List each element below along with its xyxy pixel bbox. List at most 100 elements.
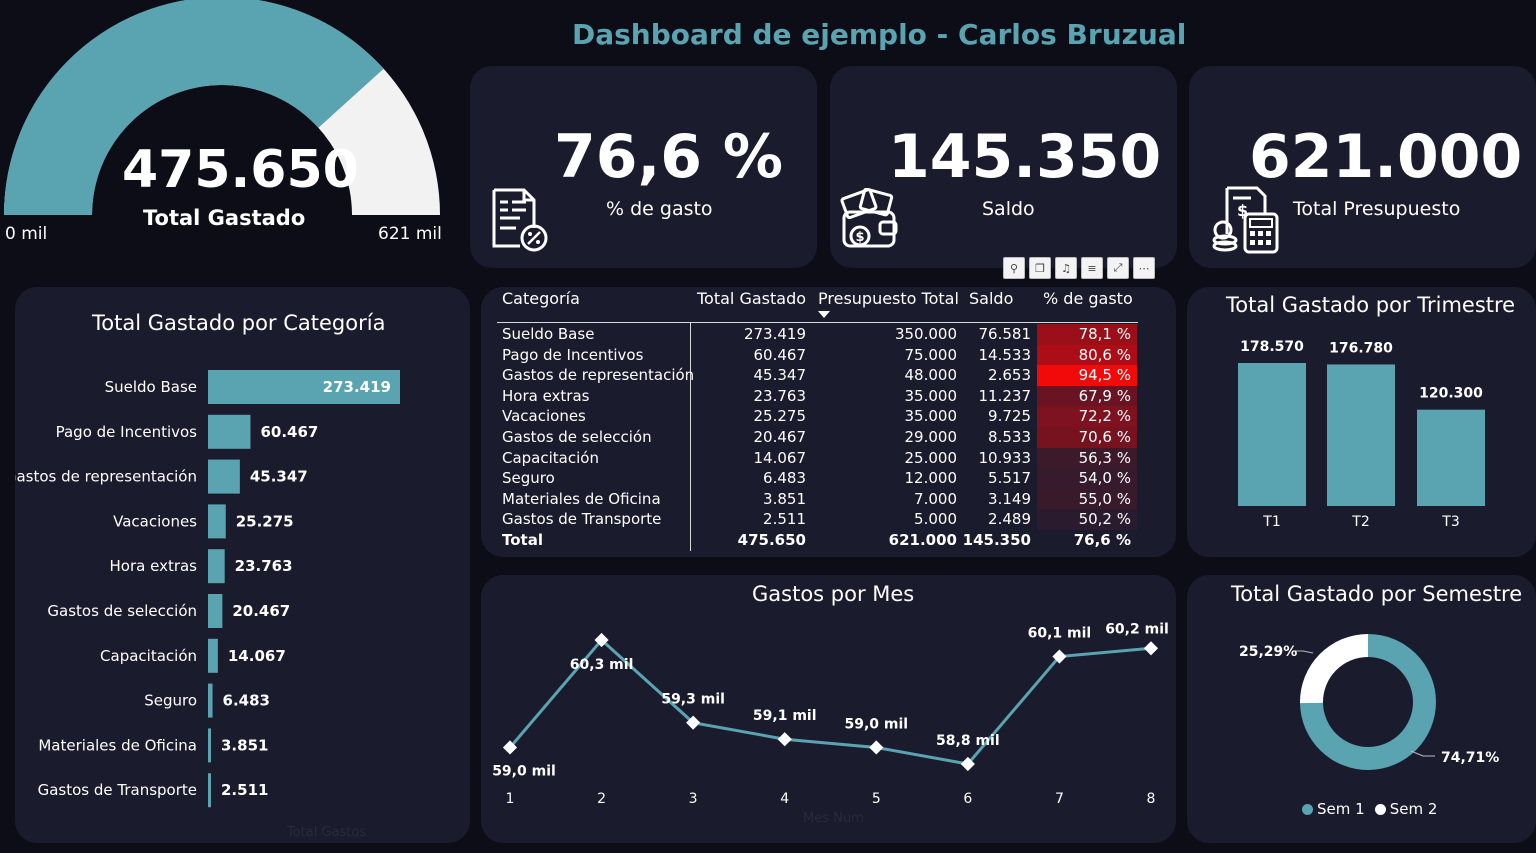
category-bar[interactable]: [208, 549, 225, 584]
month-point[interactable]: [960, 756, 975, 772]
table-row-gastado: 273.419: [743, 325, 806, 343]
quarter-bar-value: 178.570: [1240, 339, 1304, 355]
table-row-presupuesto: 29.000: [904, 428, 958, 446]
month-tick-label: 2: [597, 791, 606, 807]
table-row-presupuesto: 5.000: [914, 510, 957, 529]
quarter-bar[interactable]: [1238, 363, 1306, 506]
month-chart-card[interactable]: Gastos por Mes 59,0 mil 1 60,3 mil 2 59,3 mi…: [481, 575, 1176, 843]
month-chart-title: Gastos por Mes: [752, 582, 915, 606]
pct-heat-cell: [1037, 468, 1137, 489]
quarter-chart-card[interactable]: Total Gastado por Trimestre 178.570 T1 176…: [1187, 287, 1536, 557]
svg-text:$: $: [1237, 201, 1248, 220]
table-row-gastado: 60.467: [753, 345, 807, 364]
more-icon[interactable]: ⋯: [1133, 257, 1155, 279]
table-header-divider: [497, 322, 1138, 323]
copy-icon[interactable]: ❐: [1029, 257, 1051, 279]
category-chart-title: Total Gastado por Categoría: [92, 311, 386, 335]
quarter-bar-value: 176.780: [1329, 340, 1393, 356]
table-row-pct: 56,3 %: [1078, 448, 1131, 467]
quarter-chart-title: Total Gastado por Trimestre: [1226, 293, 1516, 317]
expand-icon[interactable]: ⤢: [1107, 257, 1129, 279]
month-tick-label: 3: [689, 791, 698, 807]
bell-icon[interactable]: ♫: [1055, 257, 1077, 279]
month-point[interactable]: [502, 740, 518, 755]
semester-chart-card[interactable]: Total Gastado por Semestre 74,71% 25,29% …: [1187, 575, 1536, 843]
pin-icon[interactable]: ⚲: [1003, 257, 1025, 279]
table-row-gastado: 6.483: [763, 469, 806, 488]
category-bar[interactable]: [208, 728, 211, 763]
table-row-pct: 55,0 %: [1078, 489, 1131, 508]
visual-toolbar: ⚲ ❐ ♫ ≡ ⤢ ⋯: [1003, 257, 1155, 281]
slice-leader-line: [1295, 650, 1314, 654]
kpi-saldo-value: 145.350: [888, 122, 1162, 192]
month-point[interactable]: [869, 740, 884, 755]
table-row-pct: 50,2 %: [1078, 510, 1131, 529]
category-bar[interactable]: [208, 638, 218, 673]
legend-swatch-sem1: [1302, 803, 1313, 815]
category-bar-value: 45.347: [250, 468, 308, 486]
category-bar-value: 25.275: [236, 512, 294, 530]
table-header-cell[interactable]: Total Gastado: [697, 289, 807, 308]
pct-heat-cell: [1037, 344, 1137, 366]
month-tick-label: 6: [963, 791, 972, 807]
table-total-row-presupuesto: 621.000: [888, 531, 957, 549]
quarter-bar[interactable]: [1327, 364, 1395, 506]
category-bar-value: 6.483: [223, 692, 270, 710]
quarter-bar-value: 120.300: [1419, 386, 1483, 402]
category-bar-label: Gastos de selección: [47, 602, 197, 620]
month-tick-label: 7: [1055, 791, 1064, 807]
table-header-cell[interactable]: Presupuesto Total: [818, 289, 959, 308]
month-point-label: 59,0 mil: [844, 716, 908, 732]
category-bar[interactable]: [208, 683, 213, 718]
category-chart-card[interactable]: Total Gastado por Categoría Sueldo Base 2…: [15, 287, 470, 843]
kpi-gasto-label: % de gasto: [606, 198, 713, 220]
sort-indicator-icon[interactable]: [818, 311, 830, 318]
month-point[interactable]: [1143, 641, 1159, 656]
legend-label-sem1[interactable]: Sem 1: [1317, 800, 1365, 818]
category-bar[interactable]: [208, 773, 211, 808]
category-bar[interactable]: [208, 459, 240, 494]
table-header-cell[interactable]: Categoría: [502, 289, 580, 308]
semester-slice-label: 74,71%: [1441, 750, 1499, 766]
table-row-saldo: 9.725: [988, 407, 1031, 426]
month-point[interactable]: [1052, 649, 1067, 664]
table-row-categoria: Seguro: [502, 469, 555, 488]
category-bar[interactable]: [208, 504, 226, 539]
category-bar-value: 273.419: [323, 378, 391, 396]
wallet-money-icon: $: [840, 188, 898, 248]
category-bar[interactable]: [208, 370, 400, 404]
category-bar[interactable]: [208, 594, 223, 628]
kpi-card-saldo[interactable]: 145.350 Saldo $: [830, 66, 1177, 268]
kpi-presupuesto-label: Total Presupuesto: [1293, 198, 1461, 220]
table-row-pct: 94,5 %: [1078, 366, 1131, 385]
table-card[interactable]: Categoría Total Gastado Presupuesto Total S…: [481, 287, 1176, 557]
kpi-card-presupuesto[interactable]: 621.000 Total Presupuesto $: [1189, 66, 1536, 268]
table-row-categoria: Sueldo Base: [502, 325, 595, 343]
filter-icon[interactable]: ≡: [1081, 257, 1103, 279]
table-row-gastado: 23.763: [753, 386, 807, 405]
table-header-cell[interactable]: % de gasto: [1043, 289, 1133, 308]
month-x-axis-title: Mes Num: [803, 811, 864, 826]
pct-heat-cell: [1037, 324, 1137, 345]
pct-heat-cell: [1037, 447, 1137, 469]
table-total-row-saldo: 145.350: [962, 531, 1031, 549]
category-bar[interactable]: [208, 414, 251, 449]
month-tick-label: 8: [1147, 791, 1156, 807]
quarter-bar[interactable]: [1417, 409, 1485, 506]
semester-donut-chart: 74,71% 25,29%: [1239, 634, 1499, 770]
category-bar-label: Capacitación: [100, 647, 197, 665]
table-row-presupuesto: 35.000: [904, 386, 958, 405]
semester-slice[interactable]: [1300, 634, 1368, 704]
legend-label-sem2[interactable]: Sem 2: [1389, 800, 1438, 818]
quarter-tick-label: T3: [1441, 514, 1459, 530]
semester-slice[interactable]: [1300, 634, 1436, 770]
month-point[interactable]: [777, 732, 792, 747]
table-row-saldo: 11.237: [978, 386, 1032, 405]
table-row-categoria: Pago de Incentivos: [502, 345, 644, 364]
month-point[interactable]: [594, 632, 609, 648]
kpi-card-gasto[interactable]: 76,6 % % de gasto: [470, 66, 817, 268]
category-bar-label: Materiales de Oficina: [38, 736, 197, 754]
table-header-cell[interactable]: Saldo: [969, 289, 1014, 308]
table-row-presupuesto: 350.000: [894, 325, 957, 343]
table-row-gastado: 45.347: [753, 366, 807, 385]
